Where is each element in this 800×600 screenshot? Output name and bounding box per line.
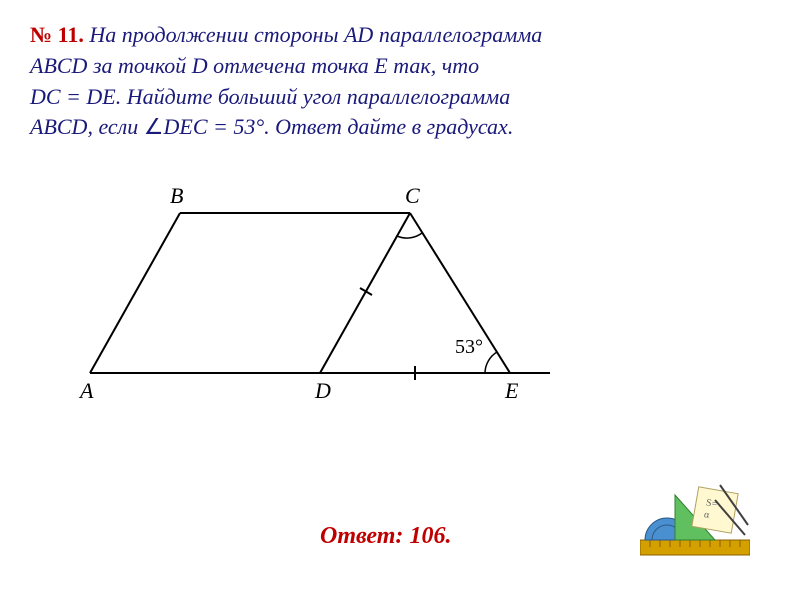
line-cd [320,213,410,373]
svg-text:S=: S= [705,497,718,510]
geometry-diagram: A B C D E 53° [70,173,770,418]
angle-arc-e [485,352,497,373]
line-ab [90,213,180,373]
answer-text: Ответ: 106. [320,523,451,550]
problem-statement: № 11. На продолжении стороны AD параллел… [30,20,770,143]
angle-value: 53° [455,336,483,358]
problem-line-1: На продолжении стороны AD параллелограмм… [84,22,542,47]
label-a: A [78,378,94,403]
answer-label: Ответ: [320,523,409,549]
label-d: D [314,378,331,403]
problem-line-4a: ABCD, если [30,114,144,139]
note-shape [692,487,738,533]
tools-svg: S= α [640,475,750,565]
label-b: B [170,183,183,208]
label-e: E [504,378,519,403]
problem-line-2: ABCD за точкой D отмечена точка E так, ч… [30,53,479,78]
angle-symbol: ∠ [144,114,164,139]
tick-dc [360,288,372,295]
ruler-shape [640,540,750,555]
parallelogram-svg: A B C D E 53° [70,173,570,413]
angle-arc-c [397,233,422,238]
problem-line-4b: DEC = 53°. Ответ дайте в градусах. [164,114,514,139]
problem-line-3: DC = DE. Найдите больший угол параллелог… [30,84,510,109]
math-tools-icon: S= α [640,475,750,570]
answer-value: 106. [409,523,451,549]
problem-number: № 11. [30,22,84,47]
label-c: C [405,183,420,208]
